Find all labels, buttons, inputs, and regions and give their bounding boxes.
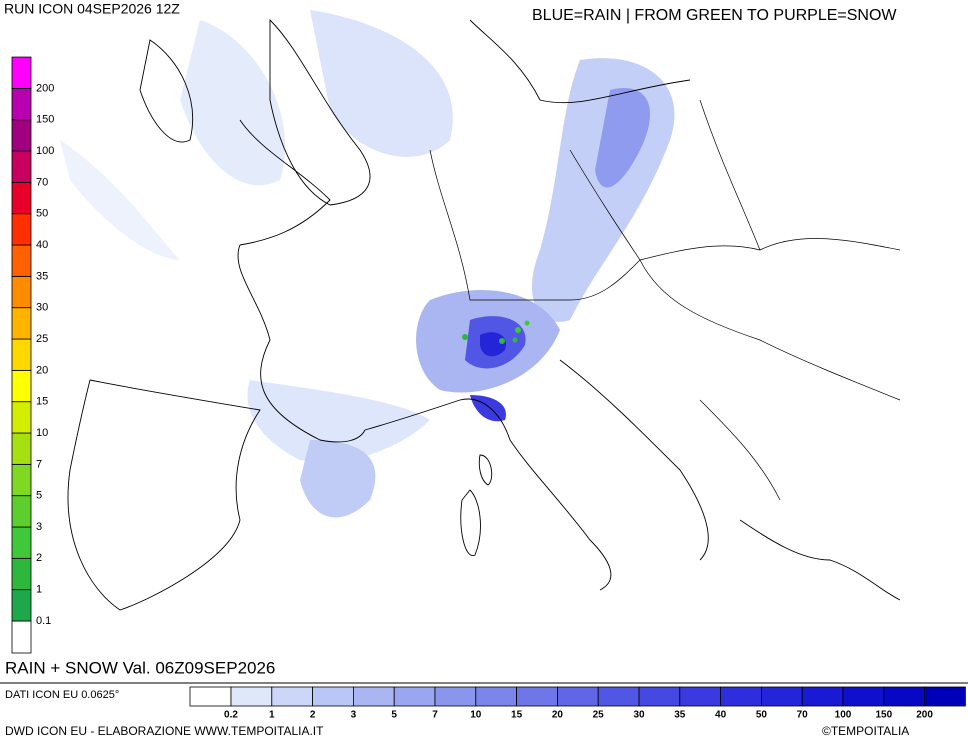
snow-swatch (11, 213, 32, 246)
rain-label: 30 (633, 710, 645, 721)
rain-swatch (312, 686, 354, 707)
snow-swatch (11, 56, 32, 89)
snow-label: 2 (36, 552, 42, 564)
rain-label: 20 (552, 710, 564, 721)
rain-swatch (761, 686, 803, 707)
copyright-label: ©TEMPOITALIA (822, 724, 909, 738)
valid-label: RAIN + SNOW Val. 06Z09SEP2026 (5, 658, 275, 677)
credit-label: DWD ICON EU - ELABORAZIONE WWW.TEMPOITAL… (5, 724, 324, 738)
snow-swatch (11, 181, 32, 215)
rain-swatch (557, 686, 599, 707)
rain-label: 1 (269, 710, 275, 721)
snow-label: 7 (36, 458, 42, 470)
run-label: RUN ICON 04SEP2026 12Z (4, 1, 180, 17)
snow-label: 100 (36, 145, 54, 157)
snow-label: 40 (36, 239, 48, 251)
borders (429, 99, 901, 501)
rain-label: 40 (715, 710, 727, 721)
snow-swatch (11, 369, 32, 403)
snow-label: 50 (36, 208, 48, 220)
snow-swatch (11, 275, 32, 309)
header: RUN ICON 04SEP2026 12Z BLUE=RAIN | FROM … (0, 0, 968, 678)
rain-swatch-empty (189, 686, 232, 707)
snow-swatch (11, 526, 32, 559)
rain-label: 150 (875, 710, 892, 721)
snow-label: 5 (36, 490, 42, 502)
rain-swatch (230, 686, 273, 707)
source-label: DATI ICON EU 0.0625° (5, 689, 119, 701)
legend-note: BLUE=RAIN | FROM GREEN TO PURPLE=SNOW (532, 7, 897, 24)
precipitation (60, 10, 675, 518)
rain-label: 3 (351, 710, 357, 721)
snow-swatch (11, 150, 32, 183)
snow-swatch (11, 495, 32, 528)
snow-label: 30 (36, 302, 48, 314)
rain-swatch (720, 686, 762, 707)
rain-swatch (801, 686, 844, 707)
snow-swatch (11, 338, 32, 371)
rain-scale: 0.2 1 2 3 5 7 10 15 20 25 30 35 40 50 70 100 150 200 (189, 686, 966, 721)
snow-label: 10 (36, 427, 48, 439)
rain-swatch (679, 686, 721, 707)
snow-label: 35 (36, 270, 48, 282)
snow-swatch (11, 244, 32, 277)
snow-label: 150 (36, 114, 54, 126)
coastlines (67, 18, 901, 611)
snow-swatch (11, 432, 32, 465)
rain-label: 25 (593, 710, 605, 721)
rain-swatch (883, 686, 925, 707)
rain-swatch (271, 686, 313, 707)
rain-swatch (842, 686, 885, 707)
snow-label: 1 (36, 584, 42, 596)
snow-swatch (11, 401, 32, 434)
snow-label: 70 (36, 176, 48, 188)
rain-label: 7 (432, 710, 438, 721)
header-bg (0, 0, 210, 20)
rain-label: 200 (916, 710, 933, 721)
rain-swatch (516, 686, 558, 707)
rain-swatch (434, 686, 477, 707)
rain-swatch (393, 686, 436, 707)
snow-swatch (11, 119, 32, 152)
snow-label: 15 (36, 396, 48, 408)
snow-swatch (11, 589, 32, 622)
rain-label: 15 (511, 710, 523, 721)
rain-label: 70 (797, 710, 809, 721)
snow-label: 0.1 (36, 615, 51, 627)
snow-label: 3 (36, 521, 42, 533)
rain-label: 10 (470, 710, 482, 721)
rain-label: 50 (756, 710, 768, 721)
snow-swatch (11, 557, 32, 591)
snow-label: 200 (36, 82, 54, 94)
note-bg (528, 3, 968, 29)
rain-swatch (638, 686, 681, 707)
rain-label: 35 (674, 710, 686, 721)
snow-label: 25 (36, 333, 48, 345)
rain-label: 0.2 (224, 710, 238, 721)
rain-label: 100 (835, 710, 852, 721)
rain-swatch (352, 686, 395, 707)
snow-swatch (11, 307, 32, 340)
rain-swatch (597, 686, 640, 707)
rain-swatch (924, 686, 966, 707)
snow-swatch (11, 463, 32, 497)
snow-swatch (11, 87, 32, 121)
snow-swatch-empty (11, 620, 32, 654)
rain-label: 5 (391, 710, 397, 721)
rain-label: 2 (310, 710, 316, 721)
rain-swatch (475, 686, 517, 707)
snow-label: 20 (36, 364, 48, 376)
